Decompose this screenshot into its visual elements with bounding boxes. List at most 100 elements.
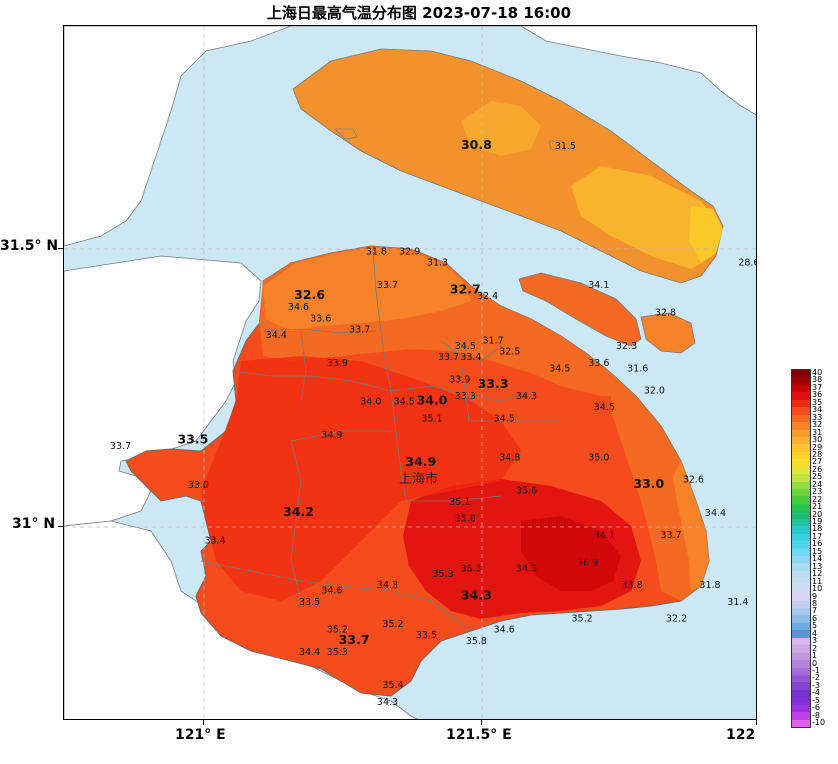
legend-swatch	[792, 593, 810, 601]
station-value: 31.6	[627, 363, 648, 374]
station-value: 34.0	[417, 393, 448, 408]
station-value: 34.3	[461, 587, 492, 602]
legend-label: 31	[812, 427, 823, 437]
station-value: 34.5	[455, 341, 476, 352]
changxing-island	[518, 272, 642, 347]
legend-swatch	[792, 511, 810, 519]
legend-swatch	[792, 451, 810, 460]
station-value: 34.8	[499, 452, 520, 463]
map-title: 上海日最高气温分布图 2023-07-18 16:00	[266, 4, 572, 22]
y-axis-label-31: 31° N	[12, 516, 56, 532]
legend-label: -3	[812, 680, 820, 690]
station-value: 35.8	[455, 513, 476, 524]
legend-label: 2	[812, 643, 818, 653]
station-value: 34.5	[549, 363, 570, 374]
legend-label: 21	[812, 502, 823, 512]
station-value: 30.8	[461, 137, 492, 152]
station-value: 33.9	[327, 358, 348, 369]
station-value: 34.1	[588, 280, 609, 291]
station-value: 34.9	[321, 430, 342, 441]
legend-swatch	[792, 712, 810, 720]
legend-label: 16	[812, 539, 823, 549]
legend-swatch	[792, 719, 810, 727]
legend-swatch	[792, 392, 810, 400]
legend-swatch	[792, 555, 810, 564]
legend-label: 25	[812, 472, 823, 482]
legend-swatch	[792, 548, 810, 556]
station-value: 31.7	[483, 336, 504, 347]
small-island-1	[334, 128, 358, 140]
chongming-east-cool	[571, 166, 721, 269]
legend-label: 8	[812, 598, 818, 608]
x-tick-121-5	[481, 720, 482, 725]
legend-swatch	[792, 630, 810, 638]
station-value: 34.3	[377, 697, 398, 708]
x-tick-121	[203, 720, 204, 725]
legend-label: 30	[812, 435, 823, 445]
station-value: 33.5	[299, 597, 320, 608]
station-value: 33.4	[460, 352, 481, 363]
legend-swatch	[792, 466, 810, 475]
legend-swatch	[792, 652, 810, 661]
x-axis-label-122: 122	[726, 727, 756, 743]
legend-swatch	[792, 414, 810, 423]
small-island-2	[548, 140, 566, 150]
chongming-cool-zone	[461, 101, 541, 156]
legend-label: 18	[812, 524, 823, 534]
legend-swatch	[792, 637, 810, 646]
legend-label: 32	[812, 420, 823, 430]
district-boundaries	[200, 248, 561, 632]
station-value: 35.2	[327, 625, 348, 636]
station-value: 32.3	[616, 341, 637, 352]
legend-label: 13	[812, 561, 823, 571]
legend-label: -2	[812, 673, 820, 683]
station-value: 33.3	[455, 391, 476, 402]
map-canvas[interactable]: 上海市 30.8 31.5 28.6 31.8 32.9 31.3 33.7 32.732.4…	[64, 26, 757, 720]
legend-label: 4	[812, 628, 818, 638]
legend-swatch	[792, 674, 810, 683]
map-frame[interactable]: 上海市 30.8 31.5 28.6 31.8 32.9 31.3 33.7 32.7 32.4…	[63, 25, 757, 720]
station-value: 31.5	[555, 141, 576, 152]
y-tick-31-5	[58, 248, 63, 249]
legend-label: 11	[812, 576, 823, 586]
station-value: 35.1	[449, 497, 470, 508]
station-value: 31.8	[699, 580, 720, 591]
station-value: 32.5	[499, 347, 520, 358]
station-labels: 30.8 31.5 28.6 31.8 32.9 31.3 33.7 32.732.4 34.1…	[110, 137, 757, 708]
legend-label: 27	[812, 457, 823, 467]
legend-swatch	[792, 474, 810, 482]
legend-label: -10	[812, 718, 826, 728]
station-value: 35.3	[433, 569, 454, 580]
legend-swatch	[792, 436, 810, 445]
east-coast-cooler	[673, 461, 709, 591]
station-value: 34.3	[516, 564, 537, 575]
station-value: 34.5	[594, 402, 615, 413]
legend-label: 34	[812, 405, 823, 415]
west-warm-zone	[201, 356, 521, 601]
city-label-shanghai: 上海市	[399, 471, 438, 487]
legend-swatch	[792, 370, 810, 378]
color-legend	[791, 369, 811, 728]
legend-swatch	[792, 496, 810, 504]
station-value: 33.7	[438, 352, 459, 363]
legend-swatch	[792, 608, 810, 616]
legend-swatch	[792, 459, 810, 467]
legend-swatch	[792, 429, 810, 437]
legend-label: 23	[812, 487, 823, 497]
station-value: 34.4	[299, 647, 320, 658]
legend-label: -1	[812, 666, 820, 675]
legend-swatch	[792, 503, 810, 512]
north-bank-land	[64, 26, 756, 116]
legend-swatch	[792, 481, 810, 489]
legend-label: 17	[812, 531, 823, 541]
legend-swatch	[792, 570, 810, 579]
station-value: 35.4	[382, 680, 403, 691]
station-value: 34.6	[494, 625, 515, 636]
station-value: 35.1	[421, 413, 442, 424]
station-value: 28.6	[738, 258, 757, 269]
legend-label: 26	[812, 464, 823, 474]
north-cooler-band	[263, 248, 471, 331]
legend-label: -6	[812, 703, 820, 713]
station-value: 32.4	[477, 291, 498, 302]
legend-label: 10	[812, 584, 823, 594]
